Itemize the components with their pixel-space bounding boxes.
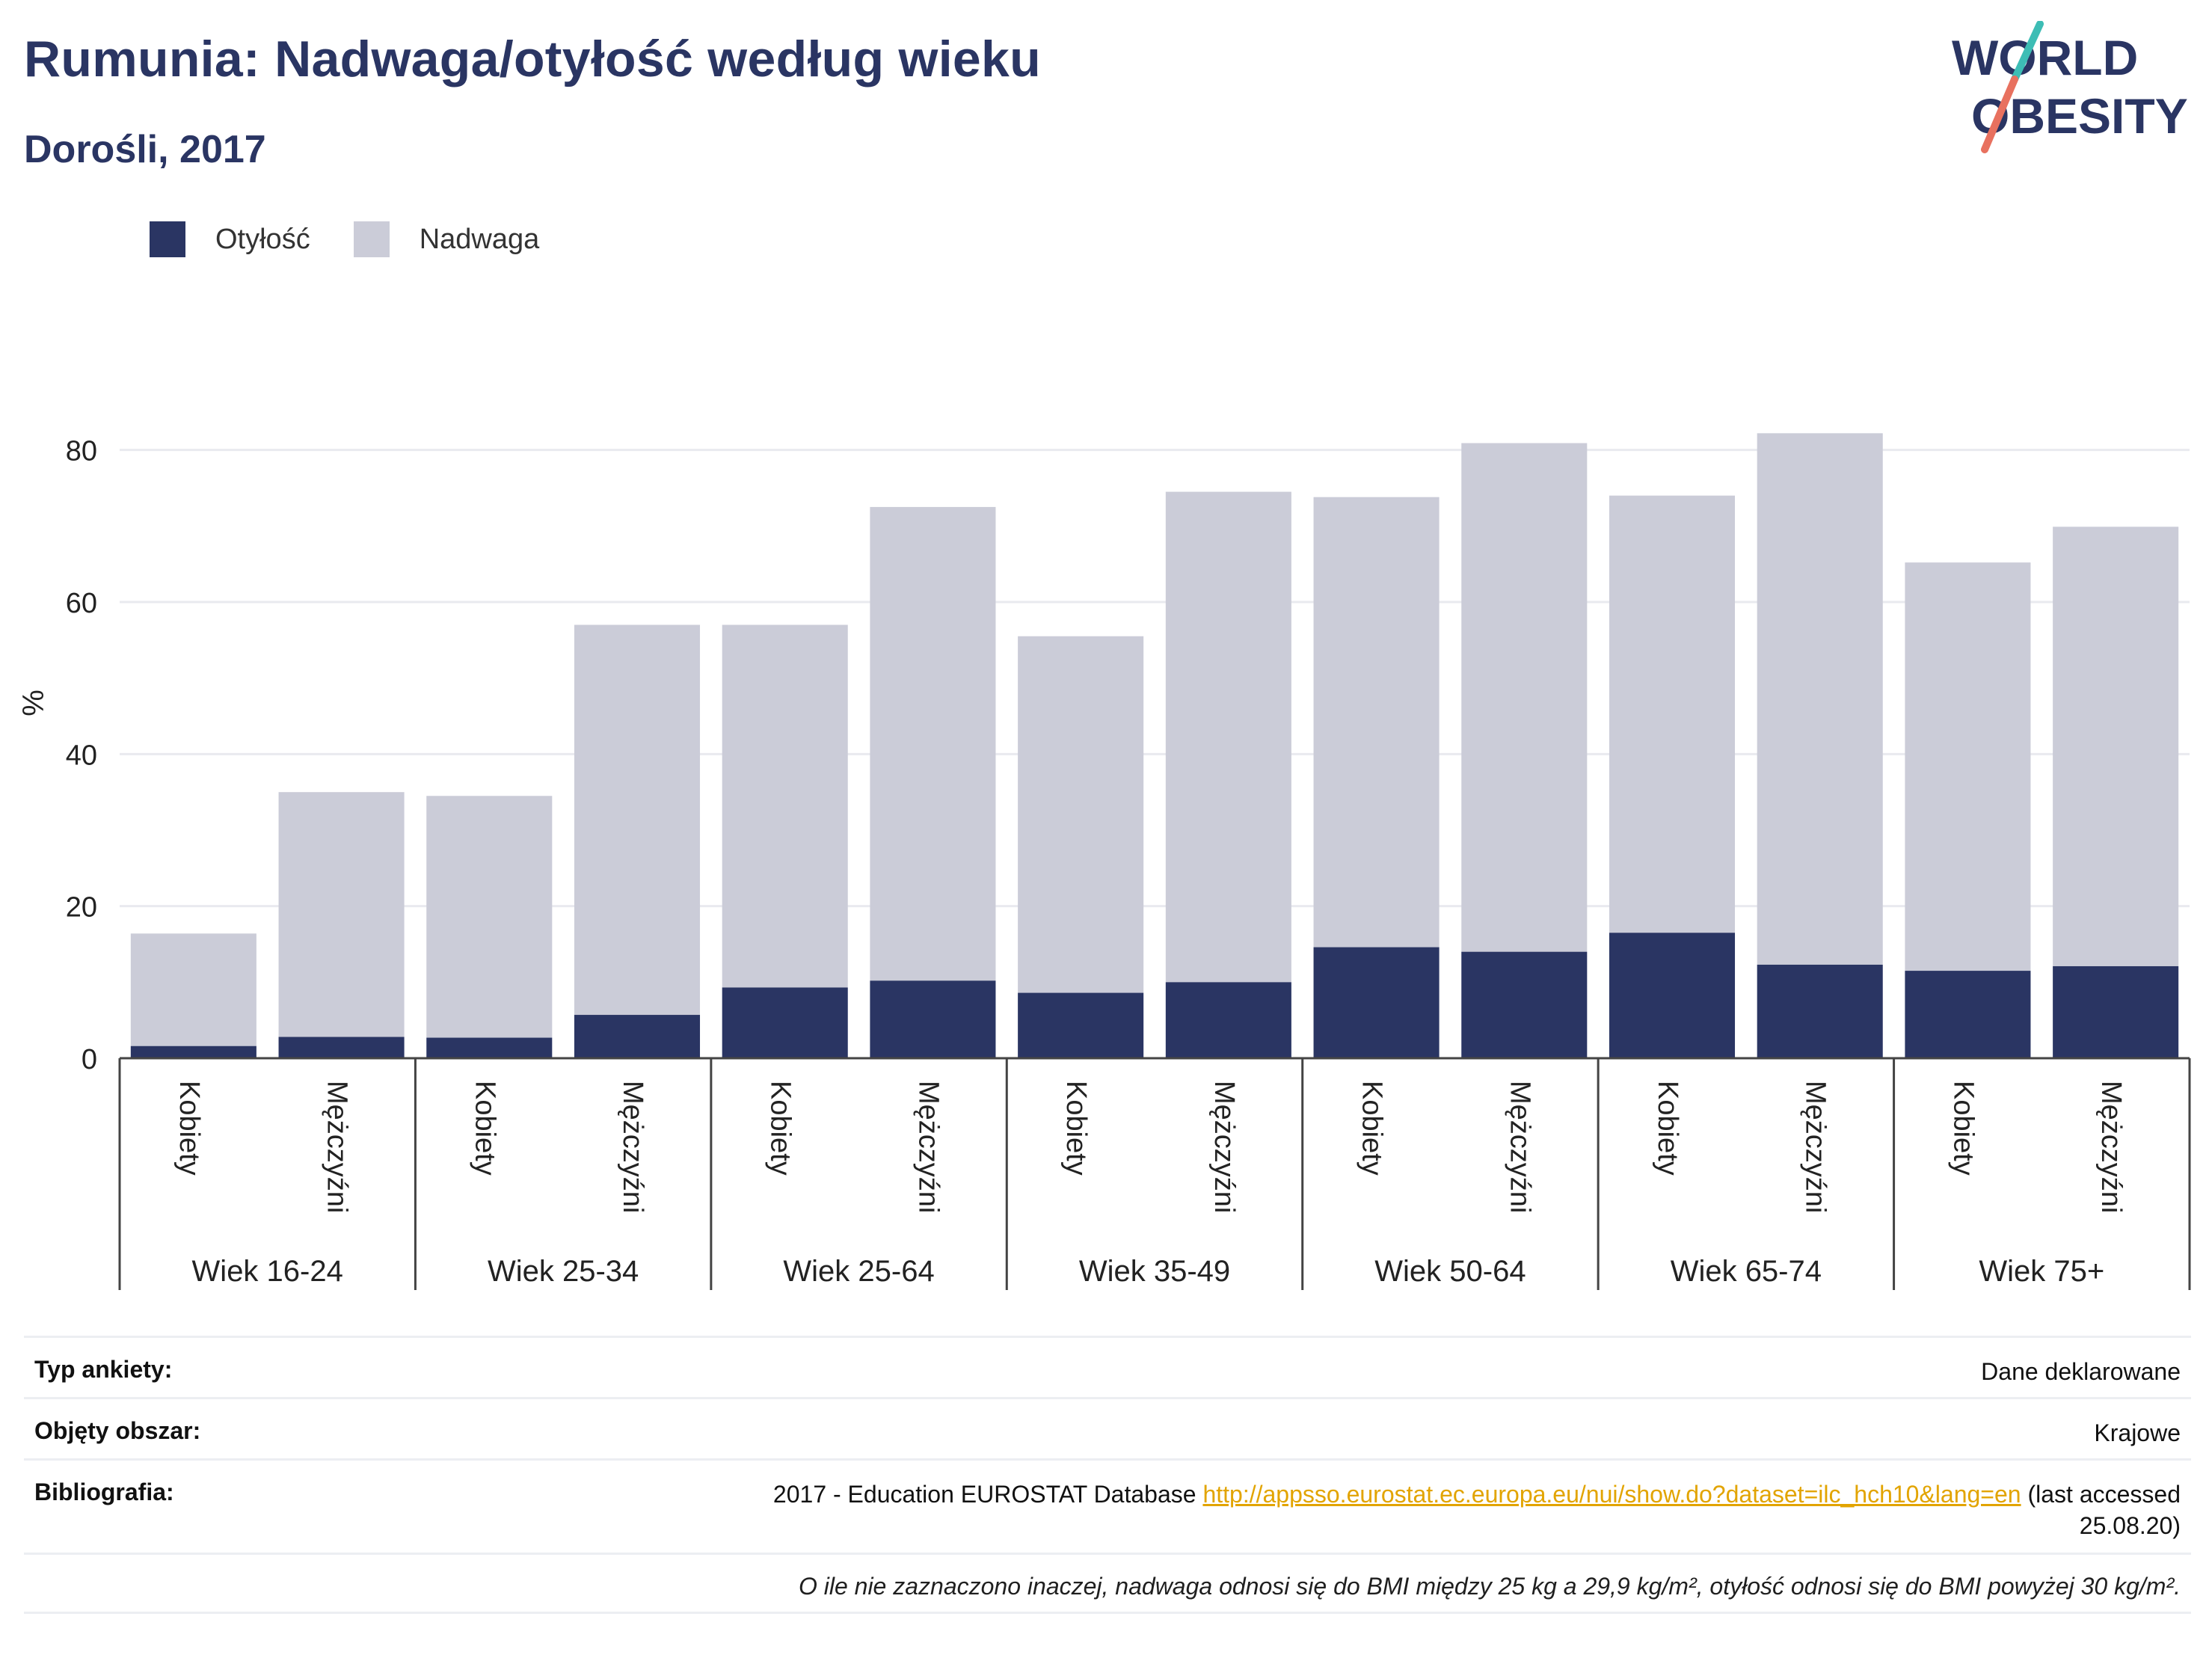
bibliography-text: 2017 - Education EUROSTAT Database	[772, 1481, 1196, 1508]
bar-overweight	[1461, 443, 1588, 952]
group-label: Wiek 25-34	[488, 1255, 639, 1288]
legend-label-obesity: Otyłość	[215, 223, 310, 255]
x-tick-label: Mężczyźni	[2095, 1081, 2127, 1213]
bar-obesity	[426, 1037, 553, 1058]
x-tick-label: Kobiety	[1947, 1081, 1979, 1176]
group-label: Wiek 75+	[1979, 1255, 2104, 1288]
legend-item-overweight: Nadwaga	[353, 221, 540, 257]
legend-label-overweight: Nadwaga	[419, 223, 540, 255]
x-tick-label: Kobiety	[1060, 1081, 1092, 1176]
bar-obesity	[1461, 951, 1588, 1058]
x-tick-label: Mężczyźni	[1504, 1081, 1535, 1213]
survey-label: Typ ankiety:	[34, 1356, 173, 1383]
bar-overweight	[1609, 495, 1736, 933]
info-row-area: Objęty obszar: Krajowe	[24, 1397, 2191, 1458]
group-label: Wiek 65-74	[1671, 1255, 1822, 1288]
bar-overweight	[2053, 526, 2179, 966]
chart-legend: Otyłość Nadwaga	[150, 221, 583, 257]
y-tick-label: 20	[66, 892, 97, 924]
bar-obesity	[870, 980, 996, 1058]
bar-overweight	[278, 792, 405, 1037]
x-tick-label: Kobiety	[1357, 1081, 1388, 1176]
x-tick-label: Mężczyźni	[1208, 1081, 1240, 1213]
legend-item-obesity: Otyłość	[150, 221, 310, 257]
area-value: Krajowe	[2094, 1419, 2181, 1446]
survey-value: Dane deklarowane	[1981, 1358, 2181, 1385]
x-tick-label: Mężczyźni	[322, 1081, 353, 1213]
x-tick-label: Kobiety	[469, 1081, 500, 1176]
bibliography-accessed: (last accessed	[2027, 1481, 2181, 1508]
bar-obesity	[1313, 947, 1440, 1058]
bar-obesity	[130, 1045, 256, 1058]
y-axis-ticks: 0 20 40 60 80	[66, 436, 97, 1075]
logo-slash-coral	[1981, 76, 2018, 153]
bibliography-value: 2017 - Education EUROSTAT Database http:…	[773, 1479, 2181, 1541]
x-tick-label: Kobiety	[1652, 1081, 1683, 1176]
bar-obesity	[1165, 982, 1291, 1058]
y-tick-label: 60	[66, 588, 97, 619]
bars	[130, 433, 2179, 1058]
x-tick-label: Mężczyźni	[1800, 1081, 1831, 1213]
info-row-note: O ile nie zaznaczono inaczej, nadwaga od…	[24, 1553, 2191, 1614]
bar-obesity	[1905, 971, 2031, 1058]
bibliography-label: Bibliografia:	[34, 1479, 174, 1505]
info-row-survey: Typ ankiety: Dane deklarowane	[24, 1336, 2191, 1397]
bar-obesity	[1609, 933, 1736, 1058]
legend-swatch-overweight	[353, 221, 390, 257]
bibliography-date: 25.08.20)	[2079, 1512, 2181, 1539]
bibliography-link[interactable]: http://appsso.eurostat.ec.europa.eu/nui/…	[1202, 1481, 2021, 1508]
legend-swatch-obesity	[150, 221, 185, 257]
bar-obesity	[1757, 964, 1883, 1058]
chart-title: Rumunia: Nadwaga/otyłość według wieku	[24, 31, 1041, 87]
bar-chart: 0 20 40 60 80 Kobiety Mężczyźni Kobiety Mężczyź…	[17, 433, 2191, 1290]
bar-overweight	[1757, 433, 1883, 965]
chart-subtitle: Dorośli, 2017	[24, 128, 266, 171]
bar-overweight	[1018, 636, 1144, 993]
x-tick-label: Mężczyźni	[912, 1081, 944, 1213]
bar-overweight	[722, 624, 848, 988]
area-label: Objęty obszar:	[34, 1417, 201, 1444]
bar-obesity	[2053, 965, 2179, 1058]
y-axis-label: %	[17, 690, 50, 716]
definition-note: O ile nie zaznaczono inaczej, nadwaga od…	[798, 1573, 2181, 1600]
y-tick-label: 80	[66, 436, 97, 467]
bar-obesity	[722, 987, 848, 1058]
axes	[118, 1057, 2191, 1290]
x-axis-labels: Kobiety Mężczyźni Kobiety Mężczyźni Kobiety M…	[173, 1081, 2127, 1288]
bar-overweight	[1313, 497, 1440, 948]
x-tick-label: Kobiety	[173, 1081, 205, 1176]
info-table: Typ ankiety: Dane deklarowane Objęty obs…	[24, 1336, 2191, 1614]
bar-obesity	[1018, 992, 1144, 1058]
bar-overweight	[574, 624, 701, 1016]
bar-overweight	[130, 933, 256, 1046]
group-label: Wiek 16-24	[192, 1255, 343, 1288]
info-row-bibliography: Bibliografia: 2017 - Education EUROSTAT …	[24, 1458, 2191, 1553]
bar-overweight	[1905, 562, 2031, 971]
x-tick-label: Mężczyźni	[617, 1081, 648, 1213]
bar-overweight	[426, 796, 553, 1038]
world-obesity-logo: WORLD OBESITY	[1952, 21, 2188, 153]
bar-obesity	[574, 1015, 701, 1058]
y-tick-label: 40	[66, 740, 97, 771]
bar-overweight	[870, 506, 996, 981]
group-label: Wiek 25-64	[783, 1255, 934, 1288]
x-tick-label: Kobiety	[765, 1081, 796, 1176]
group-label: Wiek 50-64	[1374, 1255, 1526, 1288]
group-label: Wiek 35-49	[1079, 1255, 1230, 1288]
y-tick-label: 0	[82, 1044, 97, 1075]
logo-line1: WORLD	[1952, 30, 2138, 85]
bar-overweight	[1165, 491, 1291, 983]
bar-obesity	[278, 1037, 405, 1058]
logo-slash-teal	[2011, 21, 2044, 83]
